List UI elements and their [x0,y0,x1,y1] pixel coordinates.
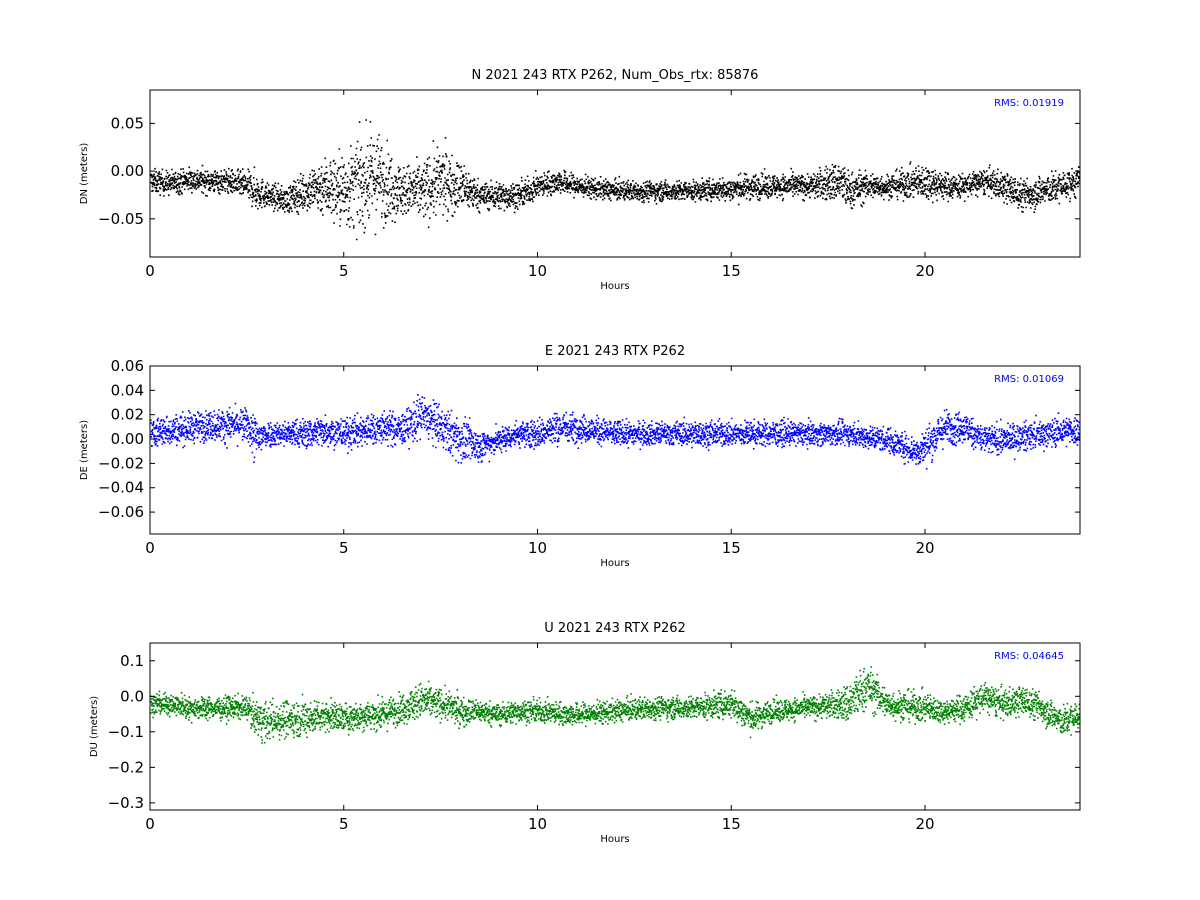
panel-title: U 2021 243 RTX P262 [544,621,686,636]
y-tick-label: 0.1 [120,652,144,670]
plot-frame [149,365,1081,535]
x-axis-label: Hours [600,281,629,292]
scatter-points [150,119,1080,241]
panel-title: N 2021 243 RTX P262, Num_Obs_rtx: 85876 [472,68,759,83]
y-tick-label: −0.02 [98,454,144,472]
y-tick-label: −0.3 [108,794,144,812]
y-axis-label: DE (meters) [79,420,90,480]
x-tick-label: 5 [339,262,349,280]
y-tick-label: 0.0 [120,687,144,705]
rms-annotation: RMS: 0.01069 [994,374,1064,385]
y-tick-label: −0.1 [108,723,144,741]
x-tick-label: 10 [528,262,547,280]
x-tick-label: 20 [915,262,934,280]
x-tick-label: 5 [339,815,349,833]
y-tick-label: −0.05 [98,210,144,228]
y-tick-label: 0.04 [111,381,144,399]
rms-annotation: RMS: 0.01919 [994,98,1064,109]
x-tick-label: 0 [145,539,155,557]
y-tick-label: 0.05 [111,114,144,132]
y-tick-label: 0.00 [111,430,144,448]
y-tick-label: 0.00 [111,162,144,180]
y-tick-label: 0.06 [111,357,144,375]
panel-1: 0 5 10 15 20 −0.06 −0.04 −0.02 0.00 0.02 0.04 0.06 E… [79,344,1081,569]
x-axis-label: Hours [600,558,629,569]
x-axis-label: Hours [600,834,629,845]
panel-2: 0 5 10 15 20 −0.3 −0.2 −0.1 0.0 0.1 U 2021 243 RTX… [89,621,1081,845]
y-tick-label: −0.04 [98,479,144,497]
y-tick-label: −0.06 [98,503,144,521]
panel-title: E 2021 243 RTX P262 [545,344,685,359]
plot-frame [149,642,1081,811]
panel-0: 0 5 10 15 20 −0.05 0.00 0.05 N 2021 243 RTX P262… [79,68,1081,292]
y-axis-label: DN (meters) [79,143,90,205]
plot-frame [149,89,1081,258]
data-points [150,666,1080,744]
data-points [150,394,1080,470]
x-tick-label: 15 [722,262,741,280]
x-tick-label: 5 [339,539,349,557]
y-tick-label: 0.02 [111,406,144,424]
y-axis-label: DU (meters) [89,696,100,757]
x-tick-label: 0 [145,262,155,280]
x-tick-label: 10 [528,539,547,557]
scatter-points [150,666,1080,744]
data-points [150,119,1080,241]
x-tick-label: 20 [915,539,934,557]
rms-annotation: RMS: 0.04645 [994,651,1064,662]
x-tick-label: 0 [145,815,155,833]
x-tick-label: 15 [722,539,741,557]
y-tick-label: −0.2 [108,758,144,776]
x-tick-label: 20 [915,815,934,833]
x-tick-label: 15 [722,815,741,833]
x-tick-label: 10 [528,815,547,833]
scatter-points [150,394,1080,470]
